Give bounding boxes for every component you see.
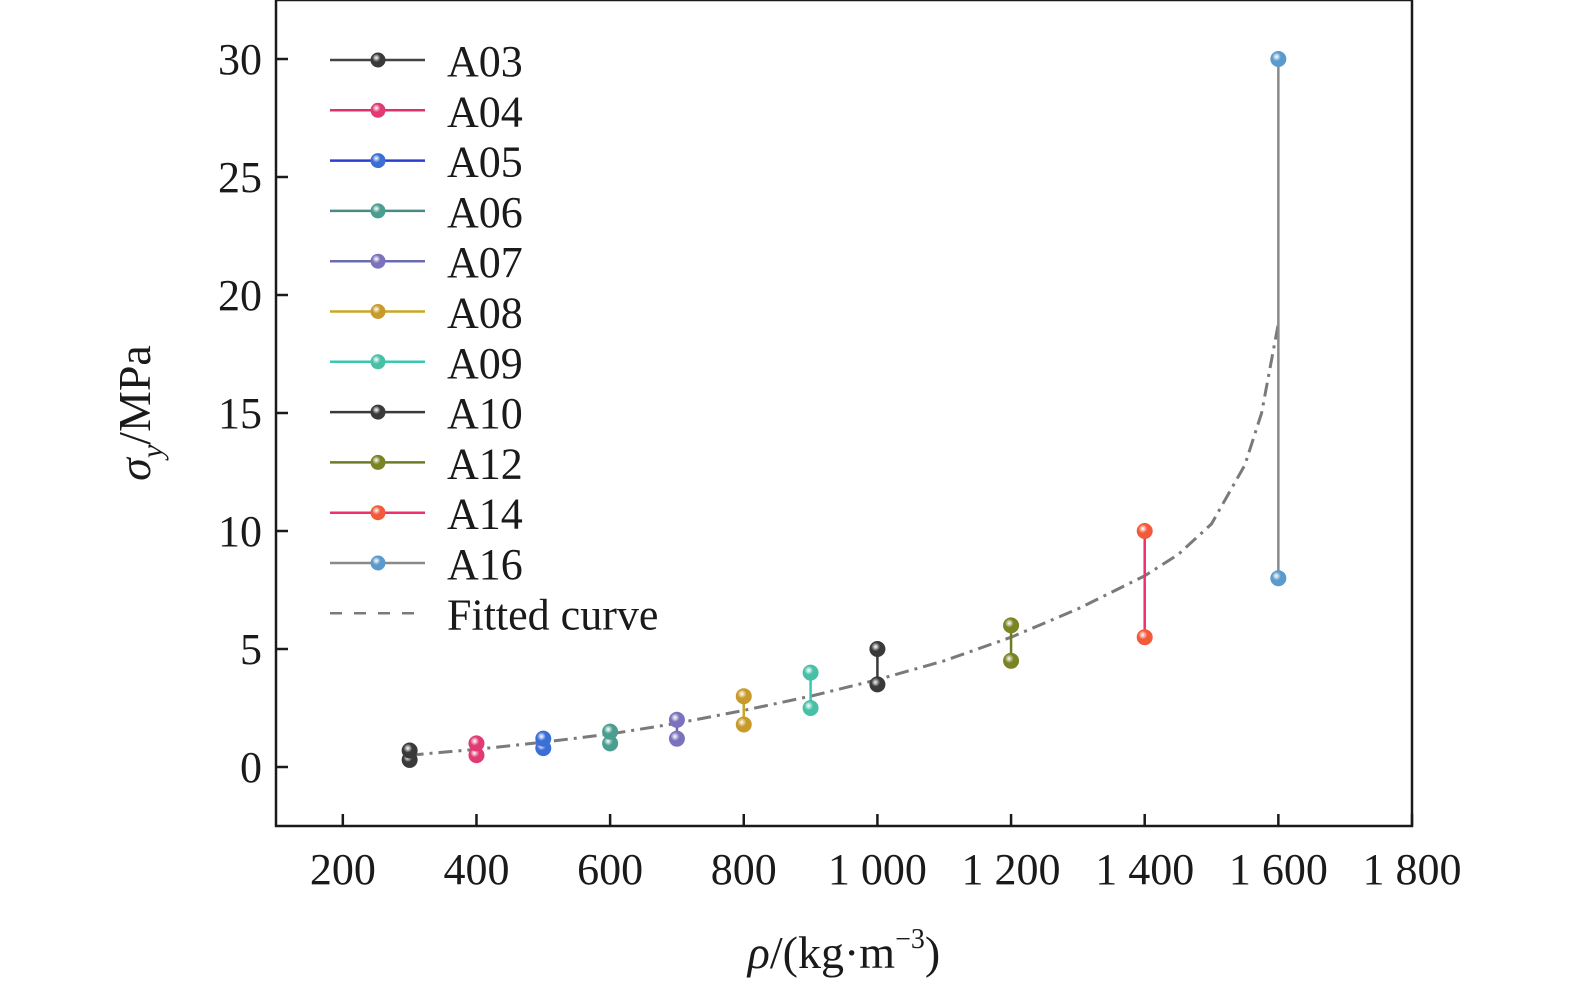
series-A07 — [668, 711, 685, 747]
series-A12 — [1003, 617, 1020, 669]
legend-marker — [370, 153, 386, 169]
x-tick-label: 800 — [711, 845, 777, 894]
x-tick-label: 1 000 — [828, 845, 927, 894]
series-layer — [401, 51, 1287, 768]
legend: A03A04A05A06A07A08A09A10A12A14A16Fitted … — [330, 37, 658, 639]
x-tick-label: 1 200 — [962, 845, 1061, 894]
data-point — [1136, 629, 1153, 646]
data-point — [602, 723, 619, 740]
x-tick-label: 400 — [443, 845, 509, 894]
legend-label: A04 — [447, 87, 523, 136]
y-tick-label: 10 — [218, 507, 262, 556]
series-A03 — [401, 742, 418, 768]
x-tick-label: 1 600 — [1229, 845, 1328, 894]
legend-item-A04: A04 — [330, 87, 523, 136]
legend-marker — [370, 404, 386, 420]
legend-item-A10: A10 — [330, 389, 523, 438]
series-A14 — [1136, 523, 1153, 646]
data-point — [668, 711, 685, 728]
x-axis-symbol: ρ — [746, 927, 770, 978]
legend-label: A07 — [447, 238, 523, 287]
x-tick-label: 200 — [310, 845, 376, 894]
legend-item-A06: A06 — [330, 188, 523, 237]
y-axis-title: σy/MPa — [109, 345, 169, 481]
y-axis-symbol: σ — [109, 456, 160, 481]
y-tick-label: 0 — [240, 743, 262, 792]
data-point — [468, 735, 485, 752]
series-A06 — [602, 723, 619, 752]
series-A09 — [802, 664, 819, 716]
legend-item-fitted-curve: Fitted curve — [330, 590, 658, 639]
legend-marker — [370, 102, 386, 118]
legend-label: A14 — [447, 490, 523, 539]
legend-marker — [370, 555, 386, 571]
y-tick-label: 5 — [240, 625, 262, 674]
y-axis-subscript: y — [136, 444, 169, 461]
legend-item-A03: A03 — [330, 37, 523, 86]
legend-label: A16 — [447, 540, 523, 589]
legend-item-A16: A16 — [330, 540, 523, 589]
data-point — [1270, 51, 1287, 67]
legend-marker — [370, 203, 386, 219]
data-point — [1270, 570, 1287, 587]
x-axis-unit-close: ) — [925, 927, 940, 978]
legend-label: A08 — [447, 289, 523, 338]
data-point — [401, 742, 418, 759]
legend-label: A05 — [447, 138, 523, 187]
data-point — [869, 676, 886, 693]
x-axis-title: ρ/(kg·m−3) — [746, 924, 940, 978]
x-axis-unit-exponent: −3 — [895, 924, 925, 955]
legend-marker — [370, 354, 386, 370]
legend-item-A05: A05 — [330, 138, 523, 187]
series-A05 — [535, 730, 552, 757]
y-tick-label: 20 — [218, 271, 262, 320]
legend-item-A14: A14 — [330, 490, 523, 539]
fitted-curve-line — [409, 323, 1280, 757]
data-point — [802, 700, 819, 716]
y-tick-label: 30 — [218, 35, 262, 84]
legend-label: A09 — [447, 339, 523, 388]
legend-label: A12 — [447, 439, 523, 488]
data-point — [735, 716, 752, 733]
legend-label: A10 — [447, 389, 523, 438]
series-A08 — [735, 688, 752, 733]
axis-ticks: 200 400 600 800 1 000 1 200 1 400 1 600 1 800 0 5 1… — [218, 35, 1462, 894]
legend-marker — [370, 253, 386, 269]
legend-item-A08: A08 — [330, 289, 523, 338]
data-point — [668, 730, 685, 747]
data-point — [869, 641, 886, 657]
legend-marker — [370, 454, 386, 470]
data-point — [1003, 617, 1020, 634]
data-point — [735, 688, 752, 705]
x-axis-unit: /(kg·m — [770, 927, 895, 978]
legend-item-A12: A12 — [330, 439, 523, 488]
data-point — [1136, 523, 1153, 539]
legend-item-A09: A09 — [330, 339, 523, 388]
legend-marker — [370, 52, 386, 68]
legend-label: A03 — [447, 37, 523, 86]
y-tick-label: 15 — [218, 389, 262, 438]
legend-marker — [370, 505, 386, 521]
series-A10 — [869, 641, 886, 693]
data-point — [802, 664, 819, 681]
y-axis-unit: /MPa — [109, 345, 160, 445]
legend-label: Fitted curve — [447, 590, 658, 639]
data-point — [1003, 652, 1020, 669]
series-A04 — [468, 735, 485, 764]
fitted-curve-layer — [409, 323, 1280, 757]
x-tick-label: 600 — [577, 845, 643, 894]
x-tick-label: 1 400 — [1095, 845, 1194, 894]
data-point — [535, 730, 552, 747]
x-tick-label: 1 800 — [1363, 845, 1462, 894]
y-tick-label: 25 — [218, 153, 262, 202]
legend-marker — [370, 304, 386, 319]
legend-item-A07: A07 — [330, 238, 523, 287]
legend-label: A06 — [447, 188, 523, 237]
series-A16 — [1270, 51, 1287, 587]
